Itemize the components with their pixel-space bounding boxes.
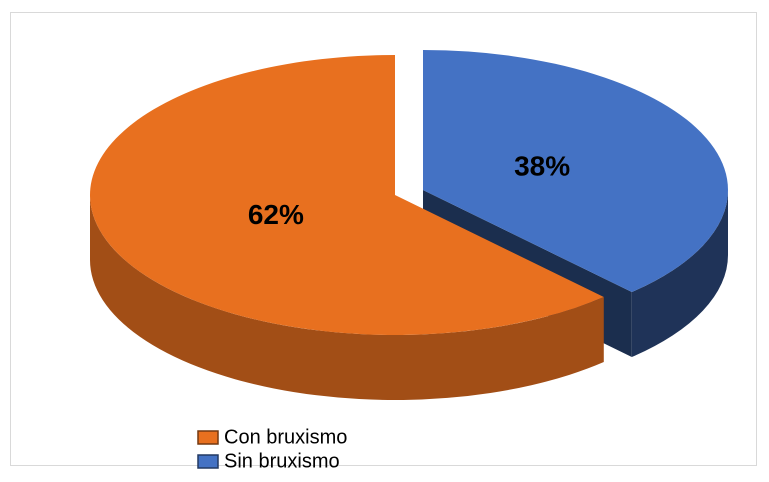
slice	[423, 50, 728, 293]
legend-swatch	[197, 454, 219, 469]
slice-wall	[631, 190, 728, 358]
legend-swatch	[197, 430, 219, 445]
value-label: 62%	[248, 199, 304, 230]
slice-wall	[90, 195, 604, 400]
legend-label: Con bruxismo	[224, 426, 347, 448]
value-label: 38%	[514, 151, 570, 182]
slice	[89, 55, 604, 335]
legend-label: Sin bruxismo	[224, 450, 340, 472]
